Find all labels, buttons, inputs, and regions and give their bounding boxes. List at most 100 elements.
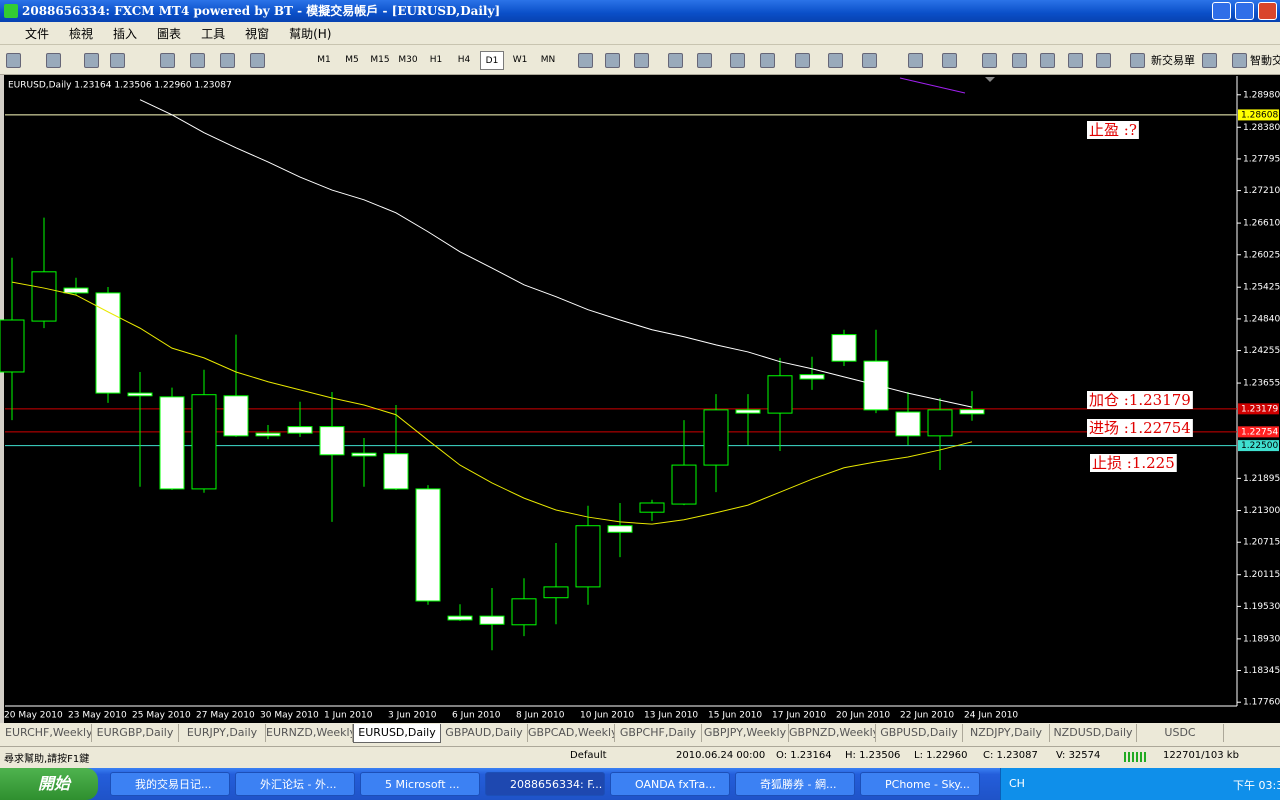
timeframe-button[interactable]: M1 bbox=[317, 55, 331, 65]
tool-icon[interactable] bbox=[160, 53, 175, 68]
chart-tab[interactable]: EURGBP,Daily bbox=[92, 724, 179, 742]
tool-icon[interactable] bbox=[84, 53, 99, 68]
menu-item[interactable]: 檢視 bbox=[69, 26, 94, 41]
status-cell: 2010.06.24 00:00 bbox=[676, 750, 766, 761]
candle-body bbox=[287, 426, 313, 434]
y-tick-label: 1.18930 bbox=[1243, 634, 1280, 644]
tool-icon[interactable] bbox=[697, 53, 712, 68]
timeframe-button[interactable]: M30 bbox=[398, 55, 418, 65]
menu-item[interactable]: 文件 bbox=[25, 26, 50, 41]
moving-average bbox=[11, 281, 973, 525]
chart-tab[interactable]: EURJPY,Daily bbox=[179, 724, 266, 742]
timeframe-button[interactable]: M5 bbox=[345, 55, 359, 65]
tool-icon[interactable] bbox=[942, 53, 957, 68]
task-button[interactable]: OANDA fxTra... bbox=[610, 772, 730, 796]
task-button[interactable]: 我的交易日记... bbox=[110, 772, 230, 796]
chart-tab[interactable]: USDC bbox=[1137, 724, 1224, 742]
chart-tabs: EURCHF,Weekly EURGBP,Daily EURJPY,Daily EUR… bbox=[0, 724, 1280, 744]
tool-icon[interactable] bbox=[190, 53, 205, 68]
tool-icon[interactable] bbox=[46, 53, 61, 68]
candle-body bbox=[703, 409, 729, 466]
chart-tab[interactable]: NZDJPY,Daily bbox=[963, 724, 1050, 742]
menu-item[interactable]: 圖表 bbox=[157, 26, 182, 41]
annotation-box bbox=[1090, 454, 1177, 472]
x-tick-label: 23 May 2010 bbox=[68, 711, 127, 721]
tool-icon[interactable] bbox=[828, 53, 843, 68]
chart-tab[interactable]: GBPJPY,Weekly bbox=[702, 724, 789, 742]
chart-tab[interactable]: EURCHF,Weekly bbox=[5, 724, 92, 742]
tool-icon[interactable] bbox=[1096, 53, 1111, 68]
new-order-button[interactable]: 新交易單 bbox=[1151, 54, 1195, 67]
tool-icon[interactable] bbox=[6, 53, 21, 68]
annotation-box bbox=[1087, 121, 1139, 139]
menu-item[interactable]: 插入 bbox=[113, 26, 138, 41]
chart-tab[interactable]: GBPCAD,Weekly bbox=[528, 724, 615, 742]
menu-item[interactable]: 視窗 bbox=[245, 26, 270, 41]
tool-icon[interactable] bbox=[982, 53, 997, 68]
timeframe-button[interactable]: M15 bbox=[370, 55, 390, 65]
y-tick-label: 1.19530 bbox=[1243, 602, 1280, 612]
tool-icon[interactable] bbox=[730, 53, 745, 68]
candle-body bbox=[927, 409, 953, 437]
status-cell: 122701/103 kb bbox=[1163, 750, 1239, 761]
tool-icon[interactable] bbox=[1202, 53, 1217, 68]
tool-icon[interactable] bbox=[760, 53, 775, 68]
chart-tab[interactable]: GBPNZD,Weekly bbox=[789, 724, 876, 742]
menu-item[interactable]: 工具 bbox=[201, 26, 226, 41]
tool-icon[interactable] bbox=[250, 53, 265, 68]
candle-body bbox=[895, 411, 921, 437]
chart-tab[interactable]: GBPCHF,Daily bbox=[615, 724, 702, 742]
language-indicator[interactable]: CH bbox=[1009, 777, 1025, 790]
task-button[interactable]: 外汇论坛 - 外... bbox=[235, 772, 355, 796]
auto-trading-button[interactable]: 智動交易 bbox=[1250, 54, 1280, 67]
tool-icon[interactable] bbox=[578, 53, 593, 68]
x-tick-label: 13 Jun 2010 bbox=[644, 711, 698, 721]
tool-icon[interactable] bbox=[1232, 53, 1247, 68]
tool-icon[interactable] bbox=[110, 53, 125, 68]
x-tick-label: 15 Jun 2010 bbox=[708, 711, 762, 721]
timeframe-button[interactable]: D1 bbox=[480, 51, 504, 70]
tool-icon[interactable] bbox=[1040, 53, 1055, 68]
y-tick-label: 1.27210 bbox=[1243, 186, 1280, 196]
candle-body bbox=[543, 586, 569, 599]
start-button[interactable]: 開始 bbox=[0, 768, 98, 800]
maximize-button[interactable] bbox=[1235, 2, 1254, 20]
tool-icon[interactable] bbox=[1068, 53, 1083, 68]
tool-icon[interactable] bbox=[605, 53, 620, 68]
status-cell: O: 1.23164 bbox=[776, 750, 832, 761]
menu-item[interactable]: 幫助(H) bbox=[289, 26, 332, 41]
tool-icon[interactable] bbox=[795, 53, 810, 68]
tool-icon[interactable] bbox=[1012, 53, 1027, 68]
task-button[interactable]: 奇狐勝券 - 網... bbox=[735, 772, 855, 796]
tool-icon[interactable] bbox=[862, 53, 877, 68]
tool-icon[interactable] bbox=[908, 53, 923, 68]
candle-body bbox=[95, 292, 121, 394]
x-tick-label: 25 May 2010 bbox=[132, 711, 191, 721]
task-button[interactable]: 2088656334: F... bbox=[485, 772, 605, 796]
timeframe-button[interactable]: MN bbox=[540, 55, 556, 65]
tool-icon[interactable] bbox=[634, 53, 649, 68]
chart-tab[interactable]: EURUSD,Daily bbox=[353, 724, 441, 743]
close-button[interactable] bbox=[1258, 2, 1277, 20]
timeframe-button[interactable]: H1 bbox=[429, 55, 443, 65]
minimize-button[interactable] bbox=[1212, 2, 1231, 20]
window-title: 2088656334: FXCM MT4 powered by BT - 模擬交… bbox=[22, 4, 501, 18]
chart-tab[interactable]: GBPAUD,Daily bbox=[441, 724, 528, 742]
timeframe-button[interactable]: W1 bbox=[512, 55, 528, 65]
chart-tab[interactable]: GBPUSD,Daily bbox=[876, 724, 963, 742]
candle-body bbox=[959, 409, 985, 415]
y-tick-label: 1.25425 bbox=[1243, 283, 1280, 293]
candle-body bbox=[0, 319, 25, 373]
task-button[interactable]: 5 Microsoft ... bbox=[360, 772, 480, 796]
candle-body bbox=[127, 392, 153, 397]
y-tick-label: 1.24255 bbox=[1243, 346, 1280, 356]
tool-icon[interactable] bbox=[1130, 53, 1145, 68]
tool-icon[interactable] bbox=[668, 53, 683, 68]
chart-tab[interactable]: EURNZD,Weekly bbox=[266, 724, 353, 742]
task-button[interactable]: PChome - Sky... bbox=[860, 772, 980, 796]
tool-icon[interactable] bbox=[220, 53, 235, 68]
x-tick-label: 8 Jun 2010 bbox=[516, 711, 565, 721]
annotation: 加仓 :1.23179 bbox=[1089, 391, 1191, 409]
chart-tab[interactable]: NZDUSD,Daily bbox=[1050, 724, 1137, 742]
timeframe-button[interactable]: H4 bbox=[457, 55, 471, 65]
